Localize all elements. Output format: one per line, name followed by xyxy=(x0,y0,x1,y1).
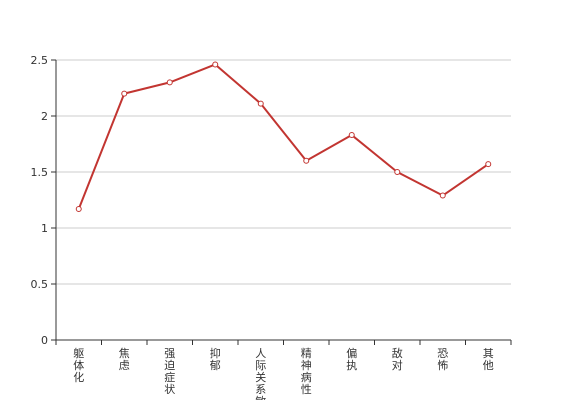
data-point xyxy=(439,192,446,199)
series-line xyxy=(77,63,489,210)
data-point xyxy=(257,100,264,107)
data-point xyxy=(485,161,492,168)
y-tick-label: 1.5 xyxy=(31,166,49,179)
data-point xyxy=(75,205,82,212)
y-tick-label: 0 xyxy=(41,334,48,347)
data-point xyxy=(303,157,310,164)
x-category-label: 焦虑 xyxy=(119,347,130,372)
x-category-label: 其他 xyxy=(483,347,494,372)
x-category-label: 人际关系敏感 xyxy=(255,347,266,400)
y-tick-label: 2 xyxy=(41,110,48,123)
x-category-label: 恐怖 xyxy=(437,347,448,372)
x-category-label: 强迫症状 xyxy=(164,347,175,396)
y-tick-label: 2.5 xyxy=(31,54,49,67)
data-point xyxy=(166,79,173,86)
data-point xyxy=(348,132,355,139)
x-category-label: 躯体化 xyxy=(73,347,84,384)
data-point xyxy=(394,169,401,175)
x-category-label: 敌对 xyxy=(392,346,403,372)
data-point xyxy=(121,90,128,97)
y-tick-label: 0.5 xyxy=(31,278,49,291)
y-tick-label: 1 xyxy=(41,222,48,235)
data-point xyxy=(212,61,219,68)
x-category-label: 精神病性 xyxy=(301,347,312,396)
x-category-label: 抑郁 xyxy=(210,346,221,372)
x-category-label: 偏执 xyxy=(346,346,357,372)
